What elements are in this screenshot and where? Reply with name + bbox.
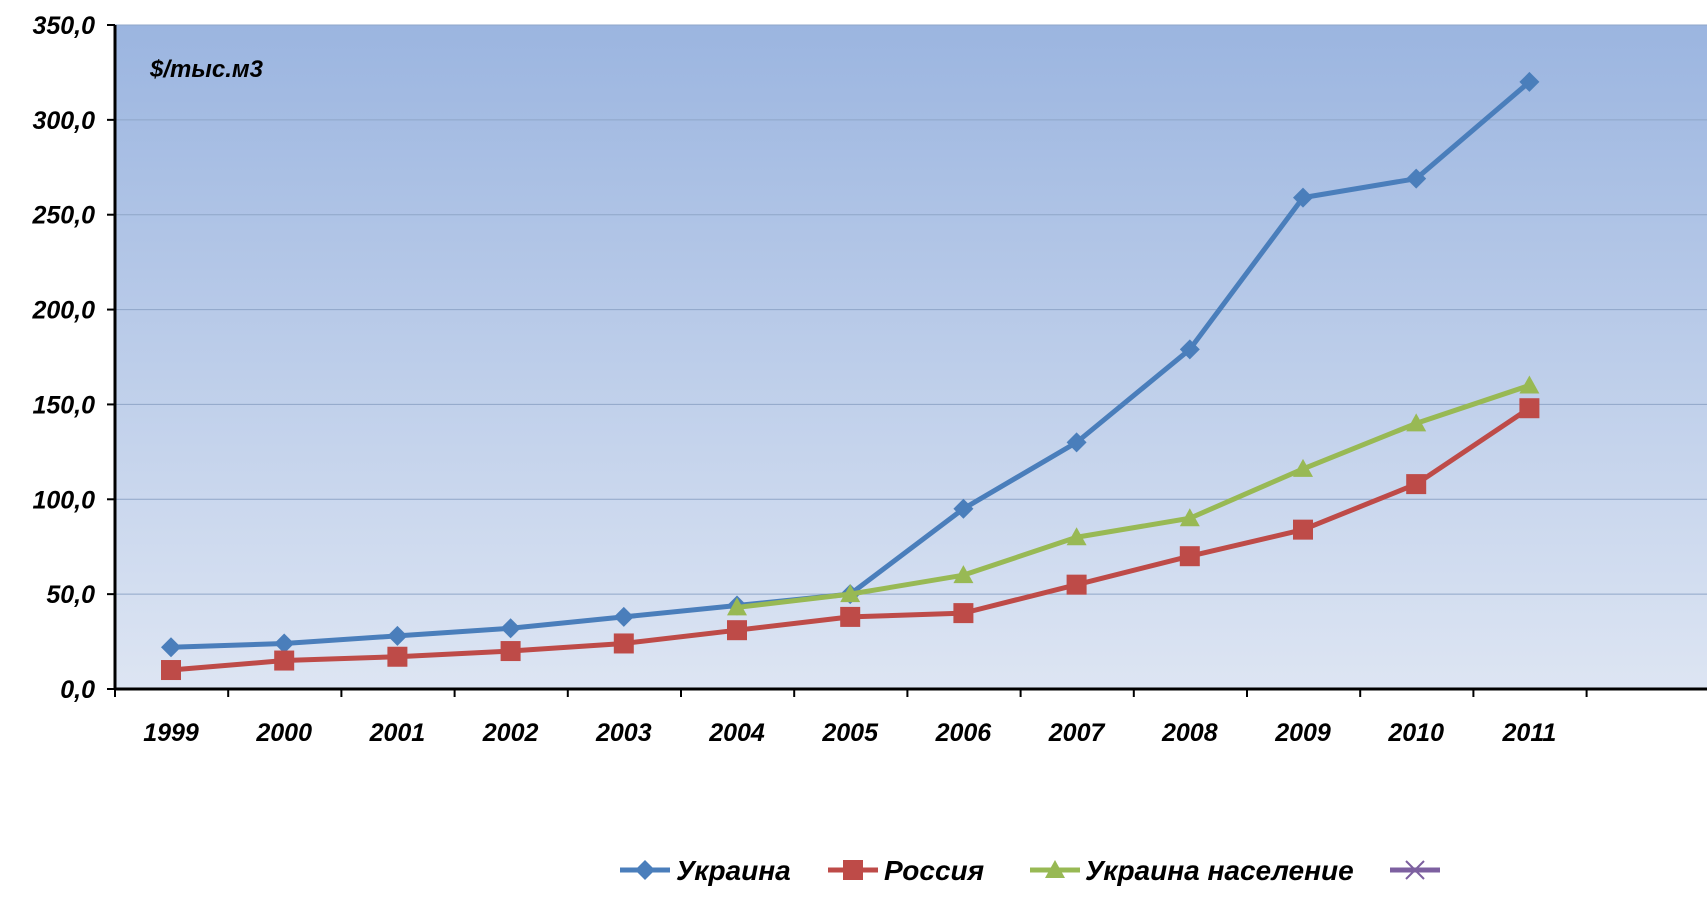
- x-tick-label: 2007: [1048, 719, 1106, 747]
- data-point: [613, 606, 634, 627]
- data-point: [387, 646, 408, 667]
- data-point: [500, 641, 521, 662]
- x-tick-label: 1999: [143, 719, 199, 747]
- x-tick-label: 2004: [708, 719, 765, 747]
- data-point: [953, 498, 974, 519]
- y-tick-label: 0,0: [60, 676, 95, 704]
- unit-label: $/тыс.м3: [149, 56, 264, 83]
- data-point: [840, 584, 861, 603]
- data-point: [1066, 432, 1087, 453]
- data-point: [500, 618, 521, 639]
- x-tick-label: 2003: [595, 719, 652, 747]
- legend-label: Украина: [676, 855, 791, 886]
- data-point: [953, 603, 974, 624]
- data-point: [1066, 527, 1087, 546]
- x-tick-label: 2008: [1161, 719, 1218, 747]
- legend-item: Украина население: [1030, 855, 1354, 886]
- legend-marker: [843, 860, 863, 880]
- x-tick-label: 2000: [255, 719, 312, 747]
- x-tick-label: 2005: [821, 719, 879, 747]
- series-2: [161, 398, 1540, 681]
- x-tick-label: 2002: [482, 719, 539, 747]
- y-tick-label: 300,0: [32, 107, 95, 135]
- data-point: [1179, 546, 1200, 567]
- legend-label: Россия: [884, 855, 984, 886]
- data-point: [953, 565, 974, 584]
- data-point: [1293, 519, 1313, 540]
- legend-marker: [1405, 860, 1425, 880]
- x-tick-label: 2011: [1502, 719, 1557, 747]
- series-3: [727, 375, 1540, 616]
- data-point: [387, 625, 408, 646]
- data-point: [1293, 187, 1313, 208]
- x-tick-label: 2006: [935, 719, 993, 747]
- data-point: [1406, 168, 1427, 189]
- series-line: [736, 383, 1531, 610]
- series-group: [161, 71, 1540, 681]
- legend-marker: [635, 860, 655, 880]
- legend-label: Украина население: [1085, 855, 1354, 886]
- data-point: [1519, 71, 1540, 92]
- data-point: [1179, 508, 1200, 527]
- data-point: [727, 597, 747, 616]
- data-point: [1406, 413, 1427, 432]
- x-tick-labels: 1999 2000 2001 2002 2003 2004 2005 2006 2007 2008…: [143, 719, 1556, 747]
- y-tick-label: 200,0: [31, 297, 95, 325]
- legend-item: Украина: [620, 855, 791, 886]
- data-point: [274, 650, 295, 671]
- data-point: [274, 633, 295, 654]
- data-point: [840, 606, 861, 627]
- y-tick-label: 350,0: [32, 12, 95, 40]
- legend-marker: [1045, 860, 1065, 878]
- legend-item: [1390, 860, 1440, 880]
- axes: [107, 24, 1707, 697]
- data-point: [613, 633, 634, 654]
- x-tick-label: 2010: [1387, 719, 1444, 747]
- data-point: [1519, 375, 1540, 394]
- data-point: [1179, 339, 1200, 360]
- data-point: [161, 660, 181, 681]
- legend-item: Россия: [828, 855, 984, 886]
- data-point: [1293, 458, 1313, 477]
- y-tick-label: 250,0: [31, 202, 95, 230]
- data-point: [1519, 398, 1540, 419]
- gridlines: [115, 24, 1707, 595]
- x-tick-label: 2001: [369, 719, 426, 747]
- plot-area: [115, 25, 1707, 689]
- y-tick-label: 150,0: [32, 391, 95, 419]
- data-point: [161, 637, 181, 658]
- y-tick-labels: 0,0 50,0 100,0 150,0 200,0 250,0 300,0 350,0: [31, 12, 95, 704]
- x-tick-label: 2009: [1274, 719, 1331, 747]
- y-tick-label: 100,0: [32, 486, 95, 514]
- legend: Украина Россия Украина население: [620, 855, 1440, 886]
- data-point: [1406, 474, 1427, 495]
- data-point: [727, 620, 747, 641]
- data-point: [1066, 574, 1087, 595]
- y-tick-label: 50,0: [46, 581, 95, 609]
